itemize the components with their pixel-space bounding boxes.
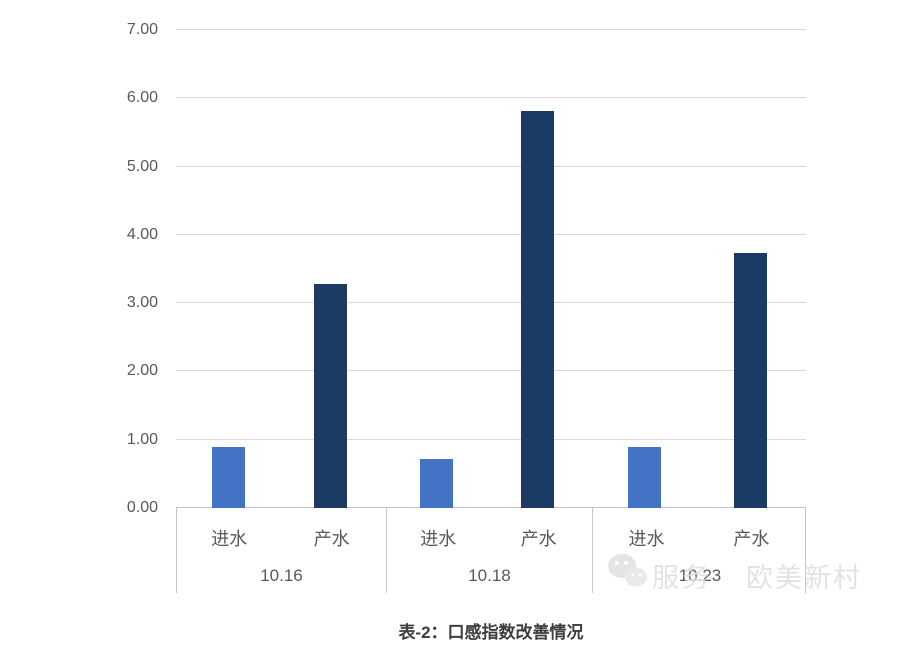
category-group-10.16: 进水 产水 10.16: [177, 508, 386, 593]
series-label-进水: 进水: [628, 529, 665, 549]
bar-产水-10.23: [733, 253, 767, 508]
series-label-产水: 产水: [520, 529, 557, 549]
gridline: [176, 370, 806, 372]
series-label-产水: 产水: [733, 529, 770, 549]
y-tick-label: 0.00: [126, 499, 158, 516]
y-axis: 0.00 1.00 2.00 3.00 4.00 5.00 6.00 7.00: [0, 21, 158, 516]
category-group-10.18: 进水 产水 10.18: [386, 508, 592, 593]
y-tick-label: 2.00: [126, 362, 158, 380]
group-label: 10.16: [260, 566, 303, 585]
y-tick-label: 4.00: [126, 225, 158, 243]
bar-进水-10.23: [628, 446, 662, 508]
gridline: [176, 233, 806, 235]
x-axis-baseline: [176, 507, 806, 508]
bar-产水-10.18: [520, 111, 554, 508]
series-label-进水: 进水: [420, 529, 457, 549]
x-axis-category-box: 进水 产水 10.16 进水 产水 10.18 进水 产水 10.23: [176, 508, 806, 593]
group-label: 10.18: [468, 566, 511, 585]
category-group-10.23: 进水 产水 10.23: [592, 508, 807, 593]
plot-area: [176, 29, 806, 508]
y-tick-label: 1.00: [126, 430, 158, 448]
gridline: [176, 97, 806, 99]
bar-进水-10.16: [211, 446, 245, 508]
gridline: [176, 438, 806, 440]
figure-caption: 表-2：口感指数改善情况: [398, 623, 584, 642]
y-tick-label: 5.00: [126, 157, 158, 175]
gridline: [176, 29, 806, 30]
series-label-产水: 产水: [313, 529, 350, 549]
bar-产水-10.16: [314, 284, 348, 508]
y-tick-label: 7.00: [126, 21, 158, 38]
series-label-进水: 进水: [211, 529, 248, 549]
y-tick-label: 6.00: [126, 89, 158, 107]
bar-进水-10.18: [420, 458, 453, 508]
group-label: 10.23: [678, 566, 722, 585]
y-tick-label: 3.00: [126, 294, 158, 312]
gridline: [176, 302, 806, 304]
gridline: [176, 165, 806, 167]
